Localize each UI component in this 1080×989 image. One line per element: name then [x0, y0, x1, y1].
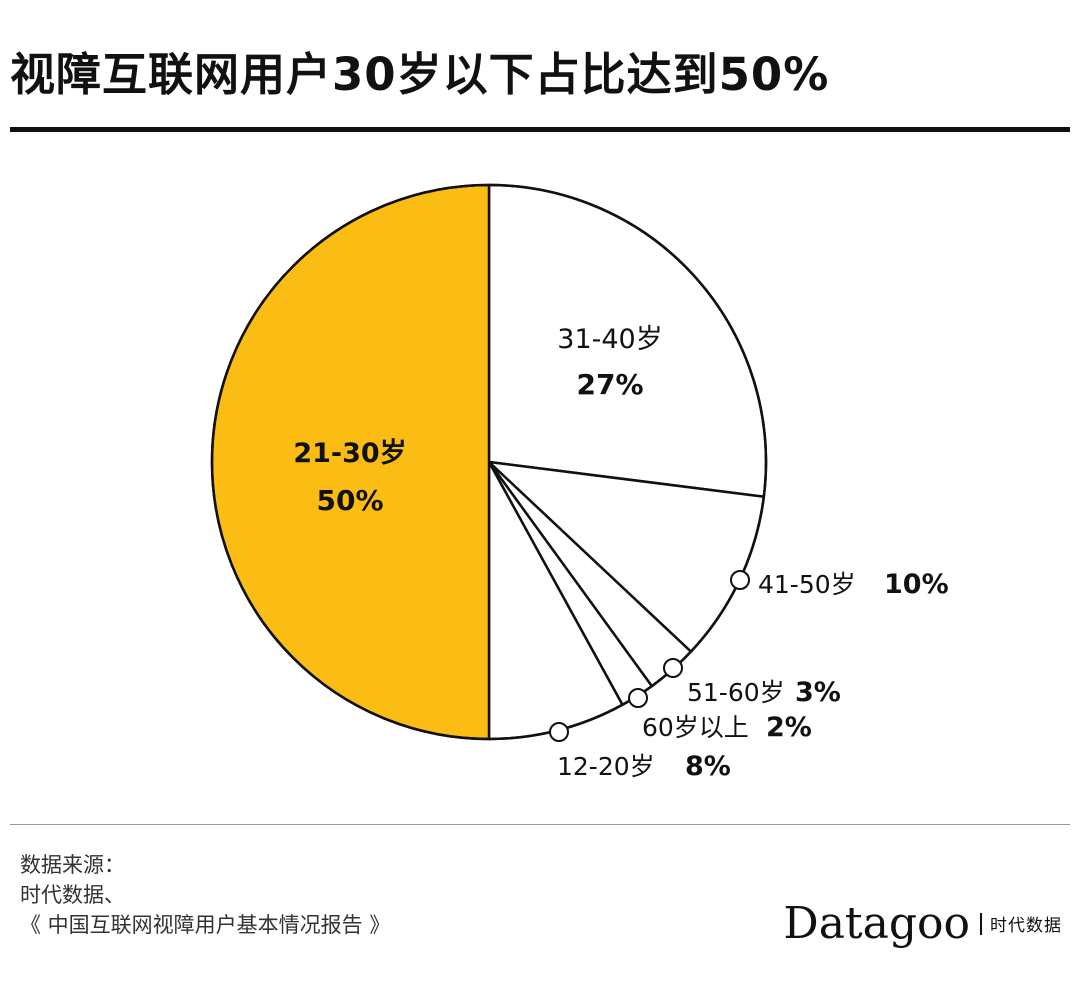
slice-label-12-20: 12-20岁	[557, 752, 655, 781]
title-divider	[10, 127, 1070, 132]
slice-label-31-40: 31-40岁	[557, 324, 662, 355]
slice-value-31-40: 27%	[576, 368, 643, 401]
source-line-1: 数据来源：	[20, 853, 125, 877]
callout-marker-51-60	[663, 658, 683, 678]
callout-marker-41-50	[730, 570, 750, 590]
slice-label-41-50: 41-50岁	[758, 570, 856, 599]
callout-marker-12-20	[549, 722, 569, 742]
slice-value-12-20: 8%	[685, 751, 731, 782]
slice-value-60: 2%	[766, 712, 812, 743]
footer-divider	[10, 824, 1070, 825]
slice-label-21-30: 21-30岁	[293, 438, 406, 469]
slice-value-21-30: 50%	[316, 484, 383, 517]
brand-subtitle: 时代数据	[990, 916, 1062, 936]
slice-label-60: 60岁以上	[642, 713, 749, 742]
brand-separator	[980, 912, 982, 935]
pie-outline	[210, 183, 768, 741]
source-note: 数据来源： 时代数据、 《 中国互联网视障用户基本情况报告 》	[20, 850, 390, 940]
brand-name: Datagoo	[783, 898, 970, 949]
slice-label-51-60: 51-60岁	[687, 678, 785, 707]
brand-logo: Datagoo 时代数据	[783, 898, 1062, 949]
source-line-3: 《 中国互联网视障用户基本情况报告 》	[20, 913, 391, 937]
source-line-2: 时代数据、	[20, 883, 125, 907]
slice-value-41-50: 10%	[884, 569, 949, 600]
callout-marker-60	[628, 688, 648, 708]
slice-value-51-60: 3%	[795, 677, 841, 708]
chart-title: 视障互联网用户30岁以下占比达到50%	[10, 48, 830, 101]
